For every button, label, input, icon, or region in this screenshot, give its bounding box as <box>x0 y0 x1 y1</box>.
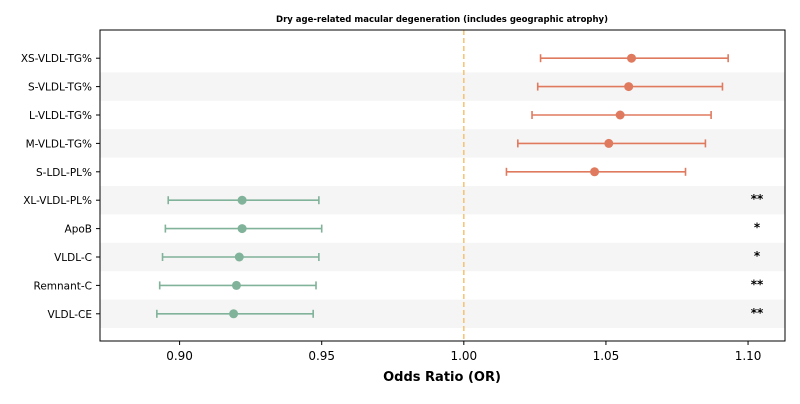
point-estimate <box>627 53 637 63</box>
point-estimate <box>234 252 244 262</box>
significance-marker: * <box>754 249 761 263</box>
x-tick-label: 1.00 <box>450 349 477 363</box>
point-estimate <box>229 309 239 319</box>
y-tick-label: S-VLDL-TG% <box>28 82 92 94</box>
point-estimate <box>237 224 247 234</box>
y-tick-label: XL-VLDL-PL% <box>23 195 92 207</box>
y-tick-label: S-LDL-PL% <box>36 167 92 179</box>
significance-marker: * <box>754 221 761 235</box>
y-tick-label: M-VLDL-TG% <box>26 138 92 150</box>
x-tick-label: 1.10 <box>735 349 762 363</box>
chart-title: Dry age-related macular degeneration (in… <box>276 15 608 25</box>
point-estimate <box>604 138 614 148</box>
significance-marker: ** <box>751 306 764 320</box>
point-estimate <box>624 82 634 92</box>
x-axis-label: Odds Ratio (OR) <box>383 370 501 385</box>
plot-frame <box>99 29 786 342</box>
x-tick-label: 0.90 <box>166 349 193 363</box>
point-estimate <box>615 110 625 120</box>
point-estimate <box>237 195 247 205</box>
y-tick-label: Remnant-C <box>34 280 93 292</box>
significance-marker: ** <box>751 192 764 206</box>
y-tick-label: XS-VLDL-TG% <box>21 53 92 65</box>
y-tick-label: L-VLDL-TG% <box>29 110 92 122</box>
point-estimate <box>231 280 241 290</box>
x-tick-label: 0.95 <box>308 349 335 363</box>
significance-marker: ** <box>751 277 764 291</box>
y-tick-label: ApoB <box>65 224 92 236</box>
rows-group: XS-VLDL-TG% S-VLDL-TG% L-VLDL-TG% M-VLDL-TG… <box>21 53 764 321</box>
y-tick-label: VLDL-C <box>54 252 92 264</box>
plot-background-group <box>99 29 786 342</box>
point-estimate <box>590 167 600 177</box>
y-tick-label: VLDL-CE <box>47 309 92 321</box>
x-axis-ticks: 0.90 0.95 1.00 1.05 1.10 <box>166 341 761 363</box>
x-tick-label: 1.05 <box>593 349 620 363</box>
